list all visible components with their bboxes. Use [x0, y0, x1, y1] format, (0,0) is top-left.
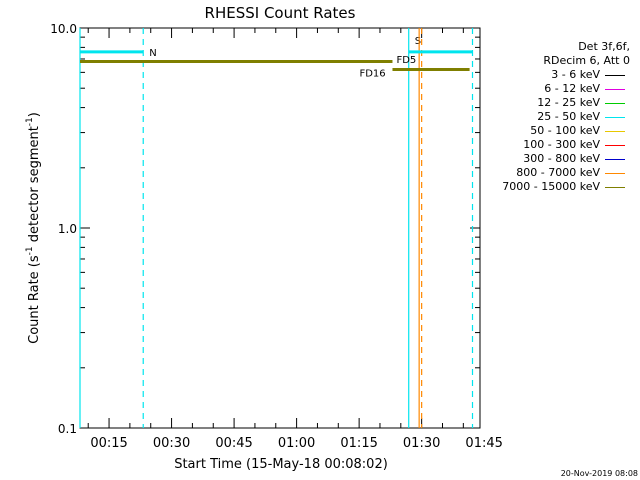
marker-label: N: [149, 48, 156, 59]
x-axis-label: Start Time (15-May-18 00:08:02): [174, 457, 388, 472]
legend-item-label: 800 - 7000 keV: [516, 166, 600, 179]
legend-item-label: 7000 - 15000 keV: [502, 180, 600, 193]
legend-item-swatch: [605, 117, 625, 118]
legend-item-swatch: [605, 103, 625, 104]
x-tick-label: 01:15: [340, 436, 377, 451]
y-axis-label-part-2: detector segment: [27, 126, 42, 246]
legend-item: 6 - 12 keV: [470, 82, 635, 96]
legend-item-label: 25 - 50 keV: [537, 110, 600, 123]
y-axis: 0.1 1.0 10.0: [50, 22, 480, 436]
legend-item-swatch: [605, 159, 625, 160]
marker-label: S: [415, 36, 421, 47]
legend-item: 25 - 50 keV: [470, 110, 635, 124]
x-tick-label: 01:45: [465, 436, 502, 451]
y-axis-label-sup-2: -1: [25, 117, 35, 126]
annotation-label: FD16: [359, 68, 385, 79]
legend-item: 50 - 100 keV: [470, 124, 635, 138]
legend-item-swatch: [605, 187, 625, 188]
marker-lines: NS: [79, 28, 474, 428]
legend-item: 100 - 300 keV: [470, 138, 635, 152]
legend-header-2: RDecim 6, Att 0: [543, 54, 630, 67]
y-tick-label: 0.1: [58, 422, 77, 436]
legend-item-label: 50 - 100 keV: [530, 124, 600, 137]
y-axis-label-sup-1: -1: [25, 246, 35, 255]
legend-item-swatch: [605, 75, 625, 76]
legend-item: 800 - 7000 keV: [470, 166, 635, 180]
legend-item: 12 - 25 keV: [470, 96, 635, 110]
annotations: FD5 FD16: [359, 55, 416, 79]
legend-item: 300 - 800 keV: [470, 152, 635, 166]
legend-item-label: 300 - 800 keV: [523, 152, 600, 165]
x-tick-label: 00:45: [215, 436, 252, 451]
legend-item-label: 12 - 25 keV: [537, 96, 600, 109]
x-tick-label: 00:15: [90, 436, 127, 451]
y-axis-label: Count Rate (s-1 detector segment-1): [25, 112, 42, 344]
chart-title: RHESSI Count Rates: [205, 4, 356, 22]
y-tick-label: 1.0: [58, 222, 77, 236]
legend-header-1: Det 3f,6f,: [578, 40, 630, 53]
x-axis: 00:15 00:30 00:45 01:00 01:15 01:30 01:45: [87, 28, 503, 451]
legend-item-swatch: [605, 89, 625, 90]
legend-item: 7000 - 15000 keV: [470, 180, 635, 194]
legend-item-label: 3 - 6 keV: [551, 68, 600, 81]
x-tick-label: 00:30: [153, 436, 190, 451]
legend-item-swatch: [605, 173, 625, 174]
plot-frame: [79, 27, 481, 429]
legend-item-swatch: [605, 131, 625, 132]
plot-area: 0.1 1.0 10.0 00:15 00:30 00:45 01:00 01:15 01:3…: [50, 22, 503, 451]
legend-item-label: 6 - 12 keV: [544, 82, 600, 95]
x-tick-label: 01:00: [278, 436, 315, 451]
y-tick-label: 10.0: [50, 22, 77, 36]
annotation-label: FD5: [396, 55, 416, 66]
series-lines: [80, 50, 473, 72]
x-tick-label: 01:30: [403, 436, 440, 451]
y-axis-label-part-3: ): [27, 112, 42, 117]
legend-item-label: 100 - 300 keV: [523, 138, 600, 151]
legend-item: 3 - 6 keV: [470, 68, 635, 82]
y-axis-label-part-1: Count Rate (s: [27, 255, 42, 344]
legend-item-swatch: [605, 145, 625, 146]
footer-timestamp: 20-Nov-2019 08:08: [560, 469, 638, 478]
